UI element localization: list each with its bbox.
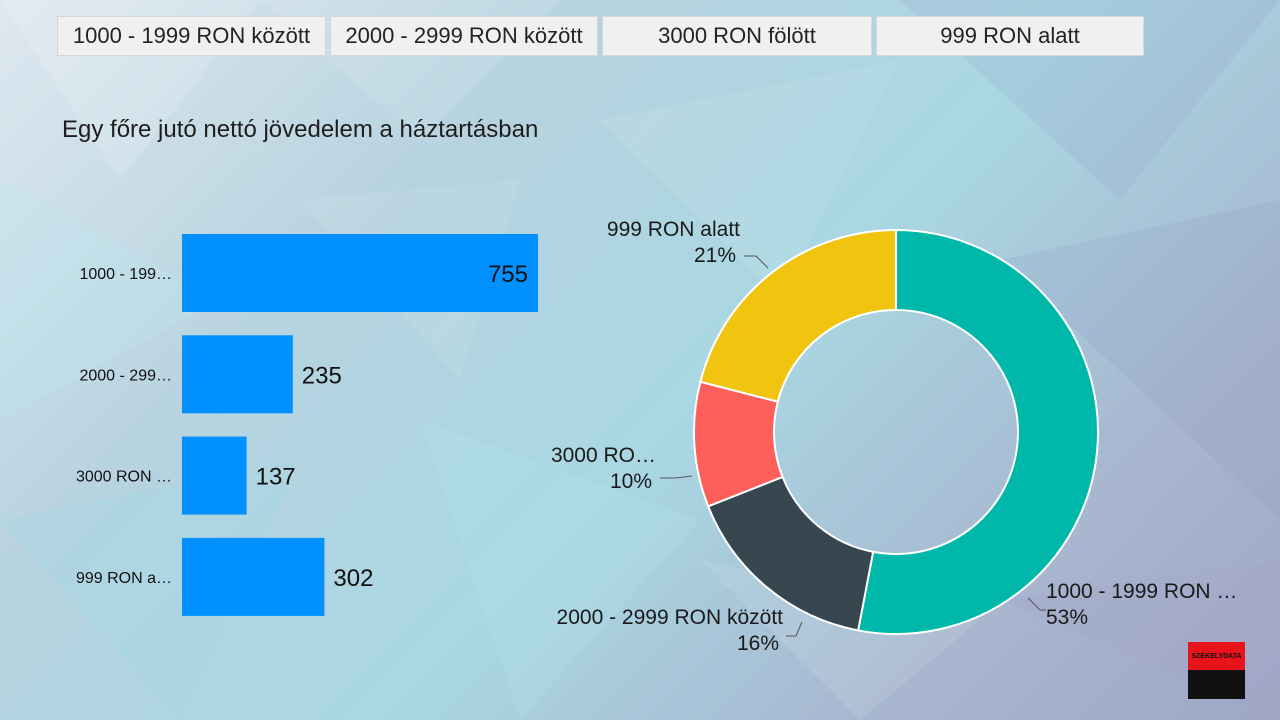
logo-bottom-block	[1188, 670, 1245, 699]
bar-1	[182, 335, 293, 414]
donut-leader-line-2	[660, 475, 693, 479]
donut-percent-3: 21%	[694, 244, 736, 267]
donut-slice-0	[856, 228, 1099, 635]
filter-button-2000-2999[interactable]: 2000 - 2999 RON között	[330, 16, 598, 56]
chart-title: Egy főre jutó nettó jövedelem a háztartá…	[62, 116, 539, 143]
bar-value-label-3: 302	[333, 565, 373, 592]
filter-button-999-below[interactable]: 999 RON alatt	[876, 16, 1144, 56]
filter-button-3000-above[interactable]: 3000 RON fölött	[602, 16, 872, 56]
brand-logo: SZÉKELYDATA	[1188, 642, 1245, 699]
bar-value-label-1: 235	[302, 362, 342, 389]
bar-2	[182, 436, 247, 515]
bar-value-label-2: 137	[256, 464, 296, 491]
donut-label-1: 2000 - 2999 RON között	[557, 606, 784, 629]
donut-leader-line-3	[744, 255, 769, 269]
logo-text: SZÉKELYDATA	[1188, 642, 1245, 670]
bar-category-label-0: 1000 - 199…	[79, 266, 172, 283]
donut-label-2: 3000 RO…	[551, 444, 656, 467]
donut-leader-line-1	[786, 621, 803, 637]
donut-percent-0: 53%	[1046, 606, 1088, 629]
bar-category-label-1: 2000 - 299…	[79, 367, 172, 384]
donut-percent-1: 16%	[737, 632, 779, 655]
bar-category-label-2: 3000 RON …	[76, 469, 172, 486]
bar-0	[182, 234, 538, 312]
bar-category-label-3: 999 RON a…	[76, 570, 172, 587]
donut-label-0: 1000 - 1999 RON …	[1046, 580, 1237, 603]
donut-percent-2: 10%	[610, 470, 652, 493]
bar-value-label-0: 755	[488, 261, 528, 288]
donut-leader-line-0	[1027, 597, 1046, 611]
donut-label-3: 999 RON alatt	[607, 218, 740, 241]
donut-slice-3	[699, 228, 897, 403]
filter-button-1000-1999[interactable]: 1000 - 1999 RON között	[57, 16, 326, 56]
bar-3	[182, 537, 325, 616]
